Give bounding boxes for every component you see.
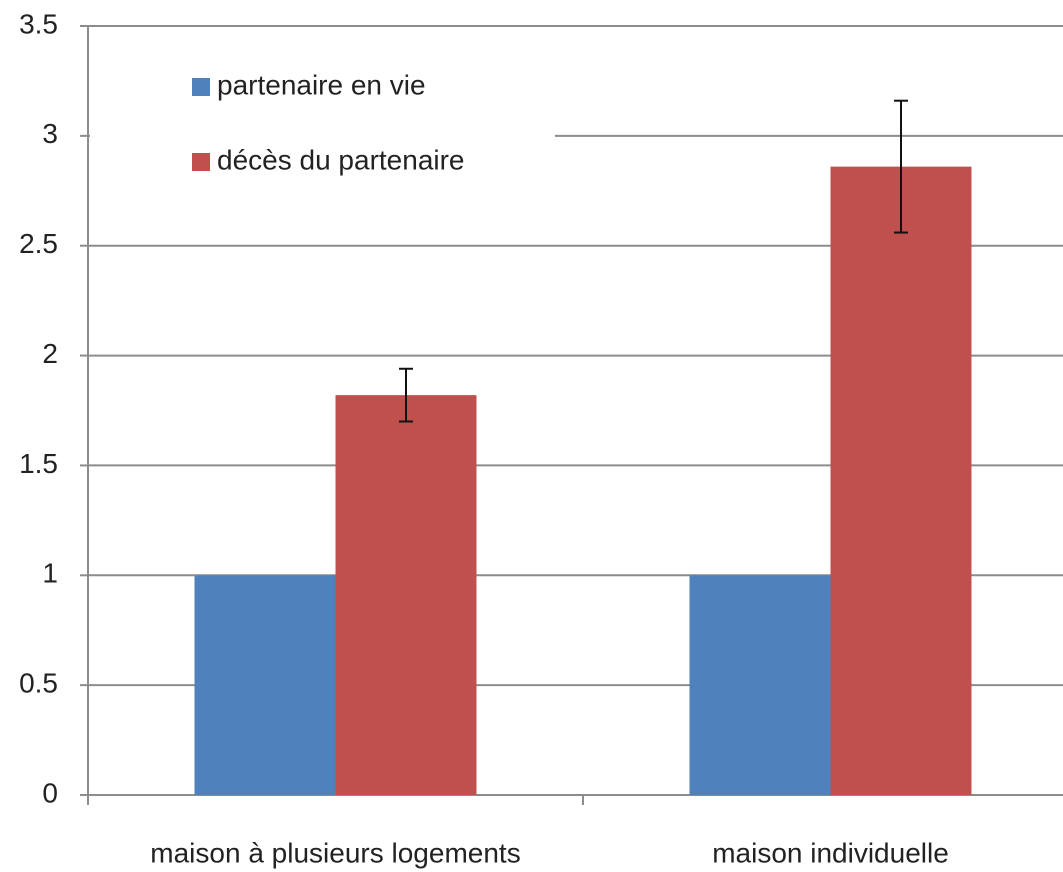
legend-label: partenaire en vie — [217, 69, 426, 100]
error-bar — [399, 367, 413, 423]
bar — [830, 166, 972, 796]
legend-label: décès du partenaire — [217, 144, 465, 175]
bar — [194, 575, 336, 795]
y-tick-label: 1.5 — [19, 448, 58, 479]
bar — [335, 395, 477, 795]
y-tick-label: 3.5 — [19, 8, 58, 39]
legend-box — [90, 60, 555, 190]
y-tick-label: 0 — [42, 777, 58, 808]
error-bar — [894, 99, 908, 234]
legend-swatch — [192, 78, 210, 96]
legend-swatch — [192, 153, 210, 171]
bar — [689, 575, 831, 795]
y-tick-label: 2.5 — [19, 228, 58, 259]
x-tick-label: maison individuelle — [712, 837, 949, 868]
y-tick-label: 1 — [42, 558, 58, 589]
y-tick-label: 0.5 — [19, 668, 58, 699]
y-tick-label: 2 — [42, 338, 58, 369]
x-tick-label: maison à plusieurs logements — [150, 837, 520, 868]
y-tick-label: 3 — [42, 118, 58, 149]
